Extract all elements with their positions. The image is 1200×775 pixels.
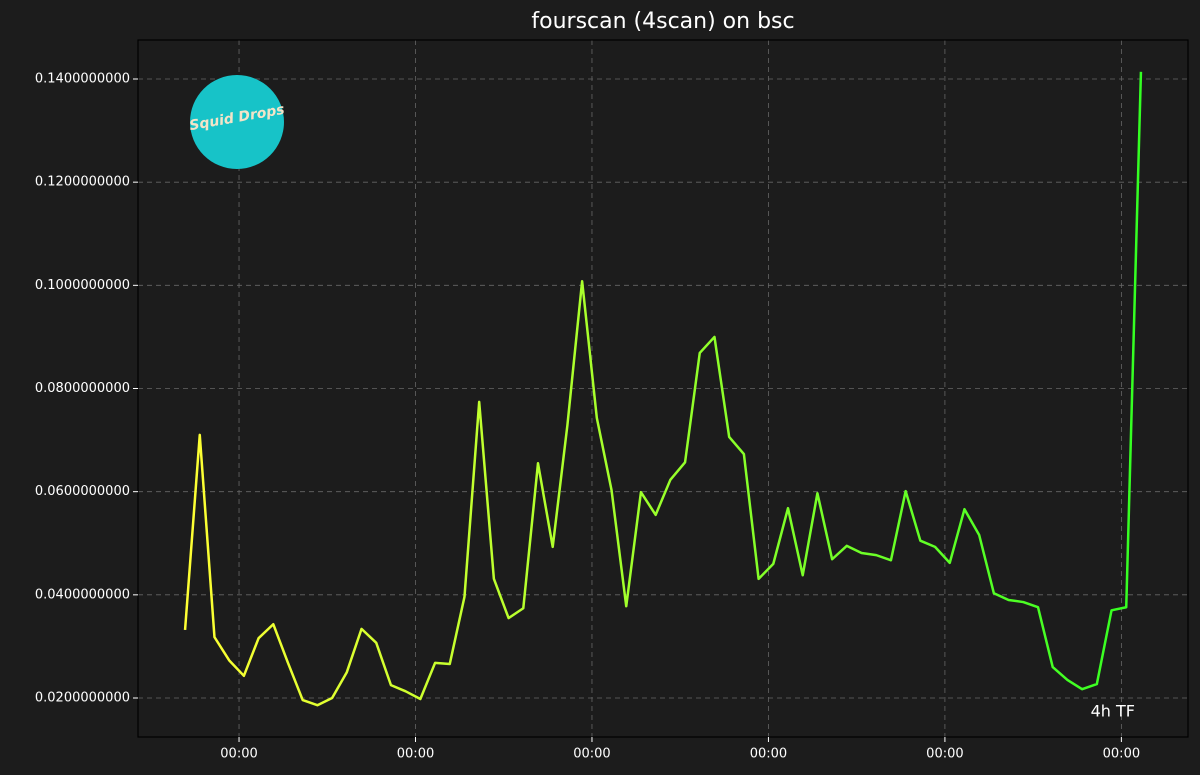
y-tick-label: 0.0800000000	[35, 381, 130, 396]
logo-badge	[190, 75, 284, 169]
y-tick-label: 0.0200000000	[35, 691, 130, 706]
x-tick-label: 00:00	[573, 747, 610, 762]
x-tick-label: 00:00	[1103, 747, 1140, 762]
x-tick-label: 00:00	[220, 747, 257, 762]
y-tick-label: 0.0600000000	[35, 484, 130, 499]
x-tick-label: 00:00	[926, 747, 963, 762]
grid	[138, 40, 1188, 737]
y-tick-label: 0.1400000000	[35, 71, 130, 86]
y-tick-label: 0.0400000000	[35, 587, 130, 602]
chart-title: fourscan (4scan) on bsc	[531, 9, 794, 34]
y-tick-label: 0.1200000000	[35, 175, 130, 190]
x-tick-label: 00:00	[750, 747, 787, 762]
x-tick-label: 00:00	[397, 747, 434, 762]
annotation: 4h TF	[1091, 702, 1135, 721]
price-line	[183, 71, 1143, 707]
y-tick-label: 0.1000000000	[35, 278, 130, 293]
